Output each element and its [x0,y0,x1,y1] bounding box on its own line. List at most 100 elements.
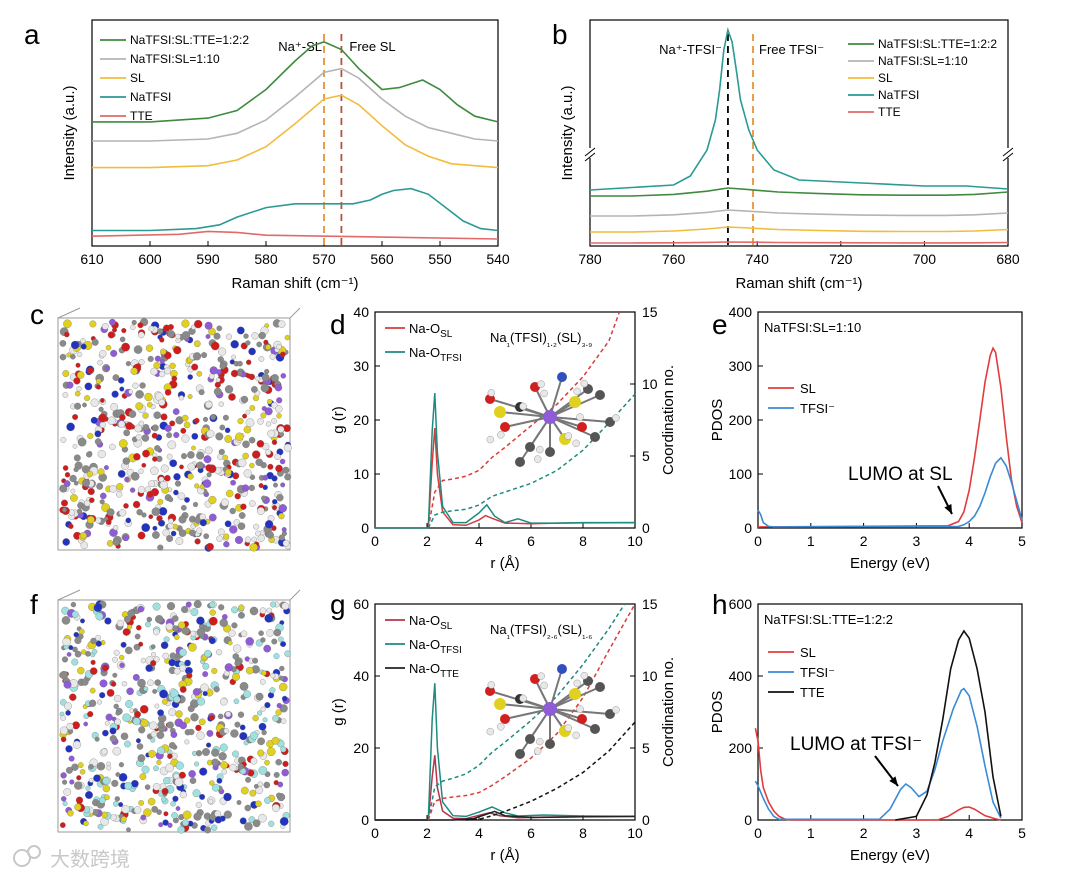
atom [595,682,605,692]
atom [494,406,506,418]
x-tick-label: 600 [138,251,162,267]
axis-break [1003,148,1013,158]
x-axis-label: r (Å) [490,847,519,864]
atom [500,422,510,432]
atom [198,718,206,726]
atom [276,343,282,350]
x-tick-label: 580 [254,251,278,267]
atom [68,755,75,762]
atom [267,429,276,438]
atom [86,470,94,478]
atom [112,327,117,333]
atom [265,421,272,427]
atom [184,717,191,724]
atom [60,436,67,443]
atom-h [519,402,527,411]
atom [129,487,136,493]
atom [174,655,180,662]
atom [219,618,228,627]
atom [62,637,71,647]
atom [232,750,239,758]
atom [194,319,203,329]
atom [240,395,249,404]
series-line [589,27,1009,191]
atom [264,759,270,766]
atom [263,644,272,653]
atom [270,374,279,382]
atom [104,365,110,371]
atom [73,467,79,473]
x-tick-label: 760 [662,251,686,267]
atom [206,542,214,551]
atom [172,625,179,632]
atom [66,722,74,731]
atom [160,641,169,650]
x-axis-label: Raman shift (cm⁻¹) [231,275,358,292]
y-axis-label: PDOS [709,691,726,734]
atom [248,484,255,492]
atom [75,796,84,804]
atom [231,622,238,629]
atom [62,507,67,513]
atom [273,628,282,637]
atom [242,440,250,449]
atom [163,811,169,817]
atom [166,432,173,439]
atom [258,331,266,340]
atom [119,336,126,343]
atom [239,732,248,741]
atom [273,780,279,786]
series-line [92,94,499,169]
atom [125,421,134,430]
coordination-curve [427,393,636,529]
atom [104,720,110,726]
atom [184,497,190,503]
atom [249,606,259,616]
bond [549,416,596,438]
atom [70,353,76,360]
atom [202,691,208,697]
atom [95,635,101,641]
atom [65,766,73,774]
atom [119,386,125,392]
atom [258,630,264,636]
atom [256,440,265,448]
atom [153,656,160,663]
annotation-na-tfsi: Na⁺-TFSI⁻ [659,42,722,57]
atom [249,405,256,411]
atom [109,318,116,326]
atom [64,331,70,338]
plot-frame [91,19,499,247]
atom [276,413,282,419]
atom-h [497,431,505,439]
atom [98,413,107,423]
y-tick-label: 0 [361,812,369,828]
atom [70,601,77,608]
atom [199,767,208,776]
atom [126,687,134,696]
atom [141,462,147,468]
x-tick-label: 4 [475,533,483,549]
atom [134,633,141,640]
atom [271,804,280,812]
atom-h [536,737,544,746]
atom [142,449,150,458]
atom [179,464,184,470]
atom [151,507,161,516]
atom [125,700,134,708]
atom [207,798,214,805]
atom [123,503,129,509]
atom [146,401,153,408]
atom [135,402,144,410]
lumo-annotation: LUMO at TFSI⁻ [790,734,922,755]
atom [157,720,165,728]
atom [171,375,178,382]
x-axis-label: Raman shift (cm⁻¹) [735,275,862,292]
atom [192,688,201,696]
atom [274,453,281,460]
atom [264,520,274,529]
atom [237,763,244,770]
atom [251,386,258,393]
x-tick-label: 590 [196,251,220,267]
